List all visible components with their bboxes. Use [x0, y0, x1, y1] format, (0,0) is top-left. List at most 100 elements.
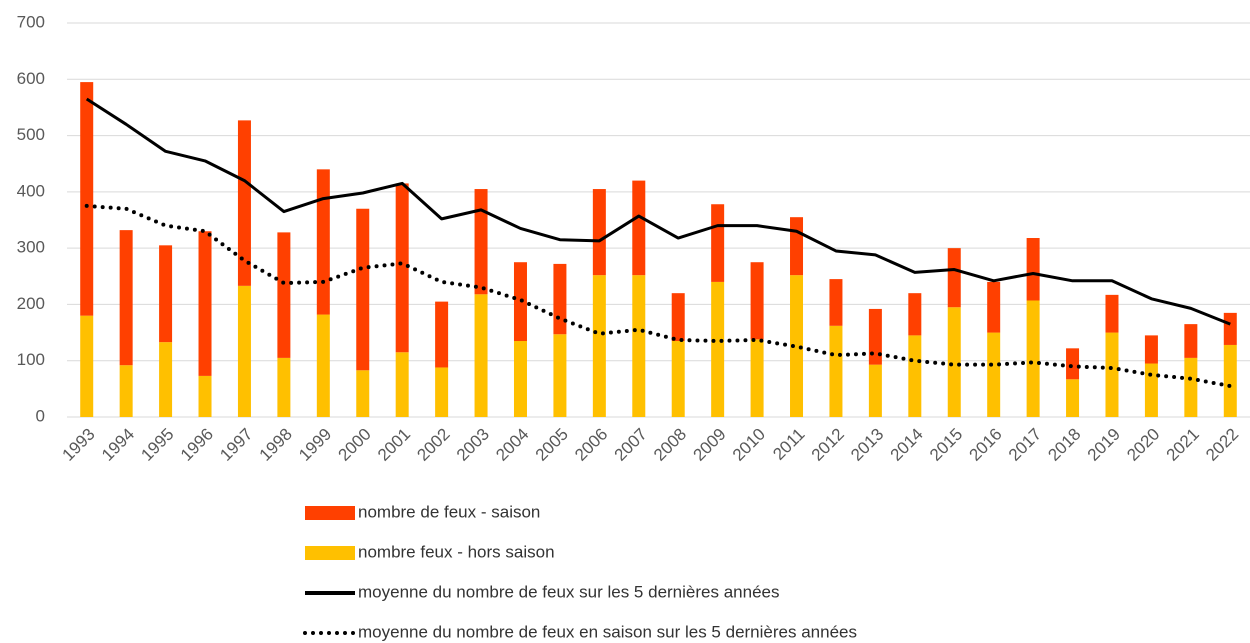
- bar-segment: [395, 183, 409, 353]
- bar-segment: [750, 339, 764, 417]
- bar-segment: [159, 342, 173, 417]
- bar-segment: [947, 307, 961, 417]
- bar-segment: [632, 180, 646, 276]
- bar-segment: [119, 230, 133, 366]
- y-tick-label: 300: [17, 238, 45, 257]
- x-tick-label: 2015: [926, 425, 966, 465]
- y-tick-label: 400: [17, 181, 45, 200]
- y-tick-label: 600: [17, 69, 45, 88]
- bar-segment: [553, 263, 567, 335]
- x-tick-label: 2018: [1044, 425, 1084, 465]
- legend-swatch: [305, 546, 355, 560]
- bar-segment: [1144, 363, 1158, 417]
- legend-label: nombre feux - hors saison: [358, 542, 555, 561]
- line: [85, 97, 1231, 326]
- legend-swatch: [305, 506, 355, 520]
- x-tick-label: 2017: [1005, 425, 1045, 465]
- bar-segment: [1026, 238, 1040, 301]
- bar-segment: [908, 293, 922, 336]
- bar-segment: [474, 189, 488, 295]
- x-tick-label: 2012: [808, 425, 848, 465]
- x-tick-label: 2013: [847, 425, 887, 465]
- bar-segment: [119, 365, 133, 417]
- bar-segment: [237, 120, 251, 286]
- bar-segment: [198, 375, 212, 417]
- x-tick-label: 2021: [1163, 425, 1203, 465]
- legend-label: nombre de feux - saison: [358, 502, 540, 521]
- bar-segment: [474, 294, 488, 417]
- bar-segment: [908, 335, 922, 417]
- bar-segment: [80, 315, 94, 417]
- bar-segment: [711, 281, 725, 417]
- bar-segment: [947, 248, 961, 308]
- x-tick-label: 1999: [295, 425, 335, 465]
- y-tick-label: 500: [17, 125, 45, 144]
- y-tick-label: 0: [36, 406, 45, 425]
- x-tick-label: 1998: [256, 425, 296, 465]
- bar-segment: [868, 364, 882, 417]
- bar-segment: [1223, 312, 1237, 345]
- bar-segment: [868, 308, 882, 365]
- x-tick-label: 2001: [374, 425, 414, 465]
- line: [84, 203, 1233, 389]
- bar-segment: [395, 352, 409, 417]
- bar-segment: [435, 367, 449, 417]
- bar-segment: [1066, 379, 1080, 417]
- bar-segment: [711, 204, 725, 282]
- x-tick-label: 1997: [216, 425, 256, 465]
- x-tick-label: 2006: [571, 425, 611, 465]
- legend-label: moyenne du nombre de feux sur les 5 dern…: [358, 582, 779, 601]
- x-tick-label: 1996: [177, 425, 217, 465]
- x-tick-label: 2020: [1123, 425, 1163, 465]
- bar-segment: [356, 370, 370, 417]
- x-tick-label: 1993: [59, 425, 99, 465]
- bar-segment: [316, 169, 330, 315]
- bar-segment: [277, 357, 291, 417]
- bar-segment: [592, 189, 606, 276]
- legend-label: moyenne du nombre de feux en saison sur …: [358, 622, 857, 641]
- bar-segment: [1184, 324, 1198, 358]
- x-tick-label: 2014: [887, 425, 927, 465]
- bar-segment: [790, 275, 804, 417]
- bar-segment: [435, 301, 449, 368]
- bar-segment: [356, 208, 370, 371]
- x-tick-label: 2007: [611, 425, 651, 465]
- bar-segment: [1105, 294, 1119, 333]
- bar-segment: [829, 279, 843, 326]
- bar-segment: [1066, 348, 1080, 380]
- x-tick-label: 2009: [689, 425, 729, 465]
- bar-segment: [1223, 344, 1237, 417]
- bar-segment: [829, 325, 843, 417]
- bar-segment: [198, 231, 212, 376]
- x-tick-label: 2008: [650, 425, 690, 465]
- x-tick-label: 2004: [492, 425, 532, 465]
- x-tick-label: 2022: [1202, 425, 1242, 465]
- bar-segment: [1144, 335, 1158, 364]
- x-tick-label: 2000: [335, 425, 375, 465]
- bar-segment: [553, 334, 567, 417]
- bar-segment: [513, 341, 527, 417]
- bar-segment: [790, 217, 804, 276]
- x-tick-label: 2010: [729, 425, 769, 465]
- x-tick-label: 2011: [769, 425, 808, 464]
- x-tick-label: 2019: [1084, 425, 1124, 465]
- bar-segment: [237, 285, 251, 417]
- bar-segment: [750, 262, 764, 340]
- bar-segment: [1184, 357, 1198, 417]
- bar-segment: [987, 332, 1001, 417]
- bar-segment: [987, 281, 1001, 333]
- x-tick-label: 2005: [532, 425, 572, 465]
- y-tick-label: 200: [17, 294, 45, 313]
- x-tick-label: 2003: [453, 425, 493, 465]
- bar-segment: [80, 82, 94, 316]
- bar-segment: [1026, 300, 1040, 417]
- bar-segment: [277, 232, 291, 358]
- bar-segment: [159, 245, 173, 343]
- y-tick-label: 700: [17, 12, 45, 31]
- x-tick-label: 1994: [98, 425, 138, 465]
- bar-segment: [592, 275, 606, 417]
- bar-segment: [316, 314, 330, 417]
- x-tick-label: 2002: [413, 425, 453, 465]
- bar-segment: [671, 293, 685, 342]
